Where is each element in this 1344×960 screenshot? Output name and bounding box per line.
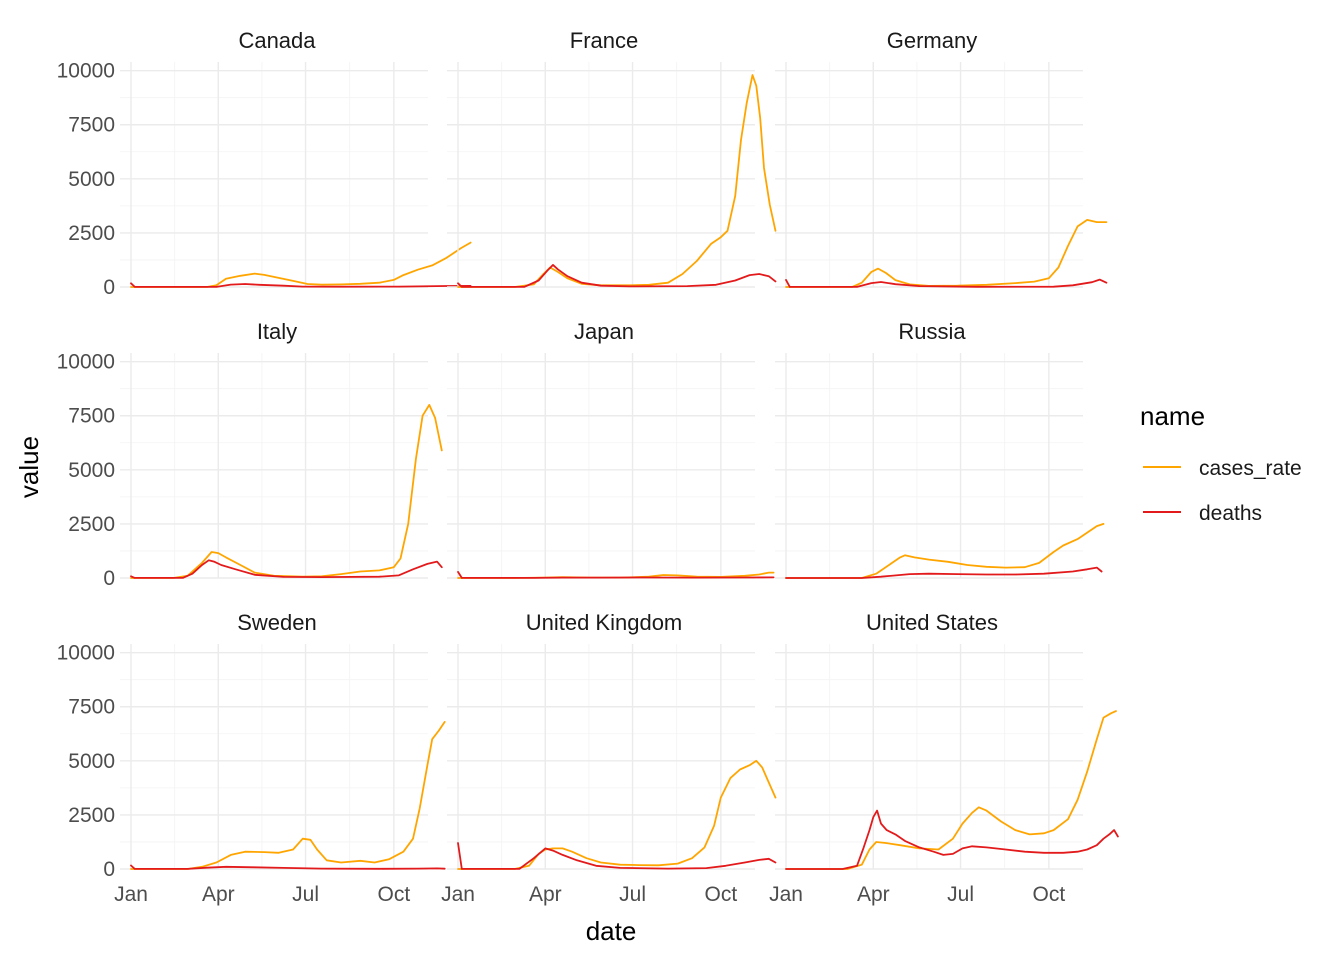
x-tick-label: Oct — [377, 883, 410, 906]
x-tick-label: Jan — [769, 883, 803, 906]
facet-title-italy: Italy — [257, 319, 297, 344]
series-deaths-russia — [785, 566, 1103, 579]
x-tick-label: Apr — [202, 883, 235, 906]
x-tick-label: Jan — [114, 883, 148, 906]
facet-italy: Italy 0 2500 5000 7500 10000 — [57, 319, 443, 590]
series-cases-rate-italy — [130, 404, 443, 579]
legend-label-deaths: deaths — [1199, 502, 1262, 525]
y-tick-label: 10000 — [57, 351, 115, 374]
y-tick-label: 2500 — [68, 222, 115, 245]
y-tick-label: 7500 — [68, 405, 115, 428]
facet-title-canada: Canada — [238, 28, 316, 53]
x-tick-label: Jan — [441, 883, 475, 906]
series-deaths-sweden — [130, 864, 446, 870]
series-cases-rate-sweden — [130, 721, 446, 870]
facet-panels: Canada 0 2500 5000 7500 10000 France Germany Ita… — [57, 28, 1119, 906]
facet-title-france: France — [570, 28, 638, 53]
y-tick-label: 5000 — [68, 459, 115, 482]
y-tick-label: 10000 — [57, 642, 115, 665]
y-tick-label: 5000 — [68, 750, 115, 773]
x-tick-label: Apr — [857, 883, 890, 906]
facet-title-russia: Russia — [898, 319, 966, 344]
series-cases-rate-canada — [130, 241, 472, 288]
x-tick-label: Apr — [529, 883, 562, 906]
y-tick-label: 7500 — [68, 696, 115, 719]
y-tick-label: 5000 — [68, 168, 115, 191]
y-tick-label: 7500 — [68, 114, 115, 137]
facet-russia: Russia — [775, 319, 1105, 579]
y-tick-label: 0 — [103, 276, 115, 299]
legend: name cases_rate deaths — [1140, 401, 1302, 525]
series-cases-rate-united-states — [785, 710, 1117, 870]
y-tick-label: 0 — [103, 858, 115, 881]
facet-sweden: Sweden 0 2500 5000 7500 10000 Jan Apr Jul Oct — [57, 610, 446, 906]
facet-germany: Germany — [775, 28, 1108, 288]
x-tick-label: Jul — [292, 883, 319, 906]
y-axis-title: value — [14, 436, 44, 498]
legend-title: name — [1140, 401, 1205, 431]
y-tick-label: 2500 — [68, 804, 115, 827]
facet-canada: Canada 0 2500 5000 7500 10000 — [57, 28, 472, 299]
series-cases-rate-russia — [785, 523, 1105, 579]
series-deaths-united-kingdom — [457, 842, 777, 870]
facet-united-kingdom: United Kingdom Jan Apr Jul Oct — [441, 610, 777, 906]
x-axis-title: date — [586, 916, 637, 946]
x-tick-label: Jul — [619, 883, 646, 906]
series-deaths-france — [457, 264, 777, 288]
legend-label-cases-rate: cases_rate — [1199, 457, 1302, 480]
facet-france: France — [447, 28, 777, 288]
series-deaths-canada — [130, 282, 472, 288]
series-cases-rate-germany — [785, 219, 1108, 288]
facet-japan: Japan — [447, 319, 775, 579]
facet-title-united-states: United States — [866, 610, 998, 635]
y-tick-label: 0 — [103, 567, 115, 590]
x-tick-label: Oct — [1032, 883, 1065, 906]
facet-title-sweden: Sweden — [237, 610, 317, 635]
x-tick-label: Jul — [947, 883, 974, 906]
x-tick-label: Oct — [704, 883, 737, 906]
series-deaths-italy — [130, 559, 443, 579]
series-deaths-germany — [785, 278, 1108, 288]
series-deaths-united-states — [785, 809, 1119, 870]
series-cases-rate-france — [457, 74, 777, 288]
y-tick-label: 2500 — [68, 513, 115, 536]
facet-title-japan: Japan — [574, 319, 634, 344]
facet-title-germany: Germany — [887, 28, 977, 53]
y-tick-label: 10000 — [57, 60, 115, 83]
facet-title-united-kingdom: United Kingdom — [526, 610, 683, 635]
facet-united-states: United States Jan Apr Jul Oct — [769, 610, 1119, 906]
series-deaths-japan — [457, 571, 775, 579]
